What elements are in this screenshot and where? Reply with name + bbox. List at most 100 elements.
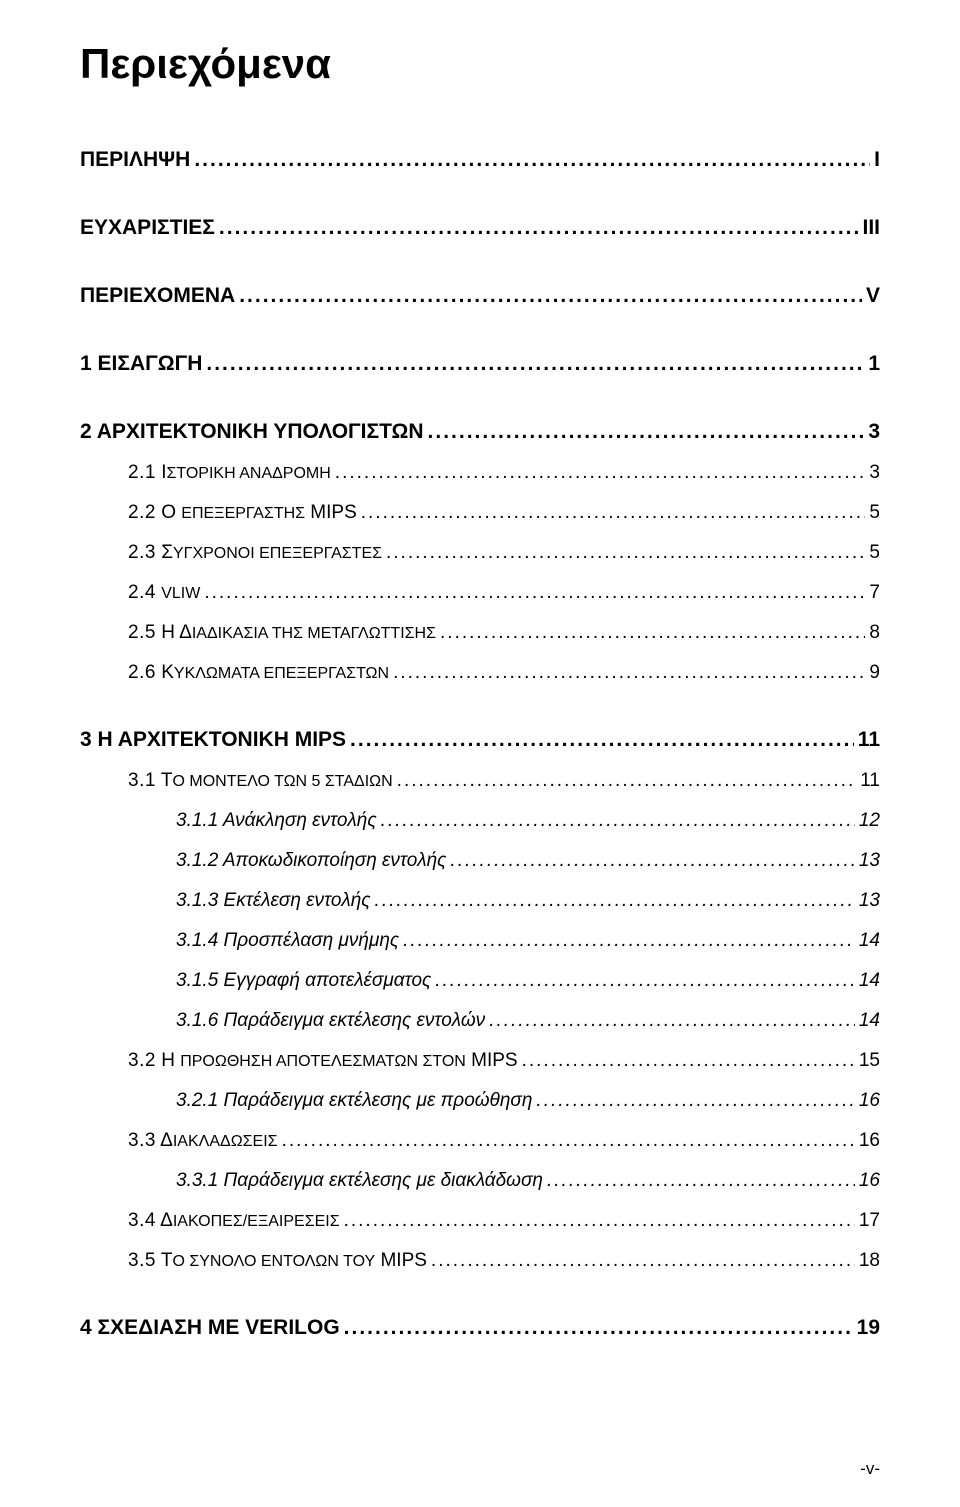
toc-page-number: III bbox=[862, 216, 880, 240]
toc-text-rest: ΥΚΛΩΜΑΤΑ ΕΠΕΞΕΡΓΑΣΤΩΝ bbox=[174, 665, 389, 682]
toc-text-lead: Δ bbox=[160, 1130, 173, 1151]
toc-entry: 2.6 ΚΥΚΛΩΜΑΤΑ ΕΠΕΞΕΡΓΑΣΤΩΝ 9 bbox=[128, 662, 880, 684]
toc-entry: 3.1.2 Αποκωδικοποίηση εντολής 13 bbox=[176, 850, 880, 872]
toc-label: 3.5 ΤΟ ΣΥΝΟΛΟ ΕΝΤΟΛΩΝ ΤΟΥ MIPS bbox=[128, 1250, 427, 1272]
toc-text-lead: Σ bbox=[161, 542, 173, 563]
toc-page-number: 16 bbox=[859, 1090, 880, 1112]
toc-entry: 2.1 ΙΣΤΟΡΙΚΗ ΑΝΑΔΡΟΜΗ 3 bbox=[128, 462, 880, 484]
toc-text-lead: Τ bbox=[161, 770, 173, 791]
toc-entry: 3.1.1 Ανάκληση εντολής12 bbox=[176, 810, 880, 832]
toc-text-tail: MIPS bbox=[375, 1250, 427, 1271]
toc-label: 4 ΣΧΕΔΙΑΣΗ ΜΕ VERILOG bbox=[80, 1316, 340, 1340]
toc-label: 3.2 Η ΠΡΟΩΘΗΣΗ ΑΠΟΤΕΛΕΣΜΑΤΩΝ ΣΤΟΝ MIPS bbox=[128, 1050, 518, 1072]
toc-page-number: 19 bbox=[857, 1316, 880, 1340]
toc-entry: 3.1.4 Προσπέλαση μνήμης14 bbox=[176, 930, 880, 952]
toc-text-tail: MIPS bbox=[305, 502, 357, 523]
toc-text-rest: Ο ΣΥΝΟΛΟ ΕΝΤΟΛΩΝ ΤΟΥ bbox=[172, 1253, 375, 1270]
toc-entry: ΠΕΡΙΛΗΨΗI bbox=[80, 148, 880, 172]
toc-entry: 2.3 ΣΥΓΧΡΟΝΟΙ ΕΠΕΞΕΡΓΑΣΤΕΣ 5 bbox=[128, 542, 880, 564]
toc-number: 2.1 bbox=[128, 462, 156, 483]
toc-leader bbox=[335, 462, 866, 484]
toc-label: 3.2.1 Παράδειγμα εκτέλεσης με προώθηση bbox=[176, 1090, 532, 1112]
toc-entry: 2.2 Ο ΕΠΕΞΕΡΓΑΣΤΗΣ MIPS5 bbox=[128, 502, 880, 524]
table-of-contents: ΠΕΡΙΛΗΨΗIΕΥΧΑΡΙΣΤΙΕΣIIIΠΕΡΙΕΧΟΜΕΝΑV1 ΕΙΣ… bbox=[80, 148, 880, 1340]
toc-text-lead: Η bbox=[161, 1050, 180, 1071]
toc-page-number: 17 bbox=[859, 1210, 880, 1232]
toc-number: 3.5 bbox=[128, 1250, 156, 1271]
toc-label: 3.1.2 Αποκωδικοποίηση εντολής bbox=[176, 850, 446, 872]
toc-entry: 2.4 VLIW7 bbox=[128, 582, 880, 604]
toc-text-lead: Κ bbox=[161, 662, 174, 683]
toc-text-lead: Ο bbox=[161, 502, 181, 523]
toc-entry: ΕΥΧΑΡΙΣΤΙΕΣ III bbox=[80, 216, 880, 240]
toc-leader bbox=[489, 1010, 855, 1032]
toc-page-number: 15 bbox=[859, 1050, 880, 1072]
toc-leader bbox=[219, 216, 859, 240]
toc-entry: 3 Η ΑΡΧΙΤΕΚΤΟΝΙΚΗ MIPS11 bbox=[80, 728, 880, 752]
toc-label: 3 Η ΑΡΧΙΤΕΚΤΟΝΙΚΗ MIPS bbox=[80, 728, 346, 752]
toc-label: 2.5 Η ΔΙΑΔΙΚΑΣΙΑ ΤΗΣ ΜΕΤΑΓΛΩΤΤΙΣΗΣ bbox=[128, 622, 436, 644]
toc-page-number: 16 bbox=[859, 1130, 880, 1152]
toc-label: ΕΥΧΑΡΙΣΤΙΕΣ bbox=[80, 216, 215, 240]
toc-page-number: 3 bbox=[868, 420, 880, 444]
toc-text-lead: Τ bbox=[161, 1250, 173, 1271]
toc-entry: 3.2.1 Παράδειγμα εκτέλεσης με προώθηση 16 bbox=[176, 1090, 880, 1112]
toc-page-number: 8 bbox=[869, 622, 880, 644]
toc-label: 2 ΑΡΧΙΤΕΚΤΟΝΙΚΗ ΥΠΟΛΟΓΙΣΤΩΝ bbox=[80, 420, 424, 444]
toc-leader bbox=[403, 930, 855, 952]
toc-label: ΠΕΡΙΛΗΨΗ bbox=[80, 148, 190, 172]
toc-entry: 3.1.6 Παράδειγμα εκτέλεσης εντολών14 bbox=[176, 1010, 880, 1032]
toc-leader bbox=[344, 1210, 855, 1232]
toc-label: 3.1.3 Εκτέλεση εντολής bbox=[176, 890, 371, 912]
toc-page-number: 14 bbox=[859, 930, 880, 952]
toc-number: 3.2 bbox=[128, 1050, 156, 1071]
toc-page-number: 11 bbox=[860, 770, 880, 792]
toc-label: 3.3.1 Παράδειγμα εκτέλεσης με διακλάδωση bbox=[176, 1170, 543, 1192]
toc-number: 2.3 bbox=[128, 542, 156, 563]
toc-entry: 4 ΣΧΕΔΙΑΣΗ ΜΕ VERILOG 19 bbox=[80, 1316, 880, 1340]
toc-label: 3.1.6 Παράδειγμα εκτέλεσης εντολών bbox=[176, 1010, 485, 1032]
toc-label: ΠΕΡΙΕΧΟΜΕΝΑ bbox=[80, 284, 235, 308]
toc-page-number: 13 bbox=[859, 850, 880, 872]
toc-leader bbox=[386, 542, 865, 564]
toc-label: 3.4 ΔΙΑΚΟΠΕΣ/ΕΞΑΙΡΕΣΕΙΣ bbox=[128, 1210, 340, 1232]
toc-leader bbox=[344, 1316, 853, 1340]
toc-entry: 3.1.5 Εγγραφή αποτελέσματος14 bbox=[176, 970, 880, 992]
toc-label: 3.1 ΤΟ ΜΟΝΤΕΛΟ ΤΩΝ 5 ΣΤΑΔΙΩΝ bbox=[128, 770, 393, 792]
toc-leader bbox=[204, 582, 865, 604]
toc-leader bbox=[522, 1050, 855, 1072]
page-footer: -v- bbox=[860, 1459, 880, 1479]
toc-page-number: 3 bbox=[869, 462, 880, 484]
toc-text-rest: Ο ΜΟΝΤΕΛΟ ΤΩΝ 5 ΣΤΑΔΙΩΝ bbox=[172, 773, 392, 790]
toc-leader bbox=[194, 148, 870, 172]
toc-text-lead: Δ bbox=[160, 1210, 173, 1231]
toc-leader bbox=[393, 662, 865, 684]
toc-page-number: 5 bbox=[869, 542, 880, 564]
toc-leader bbox=[361, 502, 866, 524]
toc-leader bbox=[450, 850, 854, 872]
toc-number: 3.1 bbox=[128, 770, 156, 791]
toc-label: 2.1 ΙΣΤΟΡΙΚΗ ΑΝΑΔΡΟΜΗ bbox=[128, 462, 331, 484]
toc-leader bbox=[206, 352, 864, 376]
toc-page-number: 1 bbox=[868, 352, 880, 376]
toc-leader bbox=[239, 284, 862, 308]
toc-text-rest: VLIW bbox=[161, 585, 200, 602]
toc-leader bbox=[375, 890, 855, 912]
toc-label: 2.4 VLIW bbox=[128, 582, 200, 604]
toc-page-number: 9 bbox=[869, 662, 880, 684]
toc-entry: 2 ΑΡΧΙΤΕΚΤΟΝΙΚΗ ΥΠΟΛΟΓΙΣΤΩΝ 3 bbox=[80, 420, 880, 444]
toc-leader bbox=[350, 728, 854, 752]
toc-number: 3.3 bbox=[128, 1130, 156, 1151]
toc-label: 3.1.5 Εγγραφή αποτελέσματος bbox=[176, 970, 431, 992]
toc-text-rest: ΥΓΧΡΟΝΟΙ ΕΠΕΞΕΡΓΑΣΤΕΣ bbox=[173, 545, 382, 562]
toc-number: 2.2 bbox=[128, 502, 156, 523]
toc-leader bbox=[381, 810, 855, 832]
toc-number: 2.5 bbox=[128, 622, 156, 643]
toc-entry: 3.4 ΔΙΑΚΟΠΕΣ/ΕΞΑΙΡΕΣΕΙΣ 17 bbox=[128, 1210, 880, 1232]
toc-leader bbox=[282, 1130, 855, 1152]
toc-number: 2.6 bbox=[128, 662, 156, 683]
toc-text-rest: ΙΑΚΟΠΕΣ/ΕΞΑΙΡΕΣΕΙΣ bbox=[173, 1213, 340, 1230]
toc-number: 3.4 bbox=[128, 1210, 156, 1231]
toc-entry: 3.3 ΔΙΑΚΛΑΔΩΣΕΙΣ16 bbox=[128, 1130, 880, 1152]
page-title: Περιεχόμενα bbox=[80, 40, 880, 88]
